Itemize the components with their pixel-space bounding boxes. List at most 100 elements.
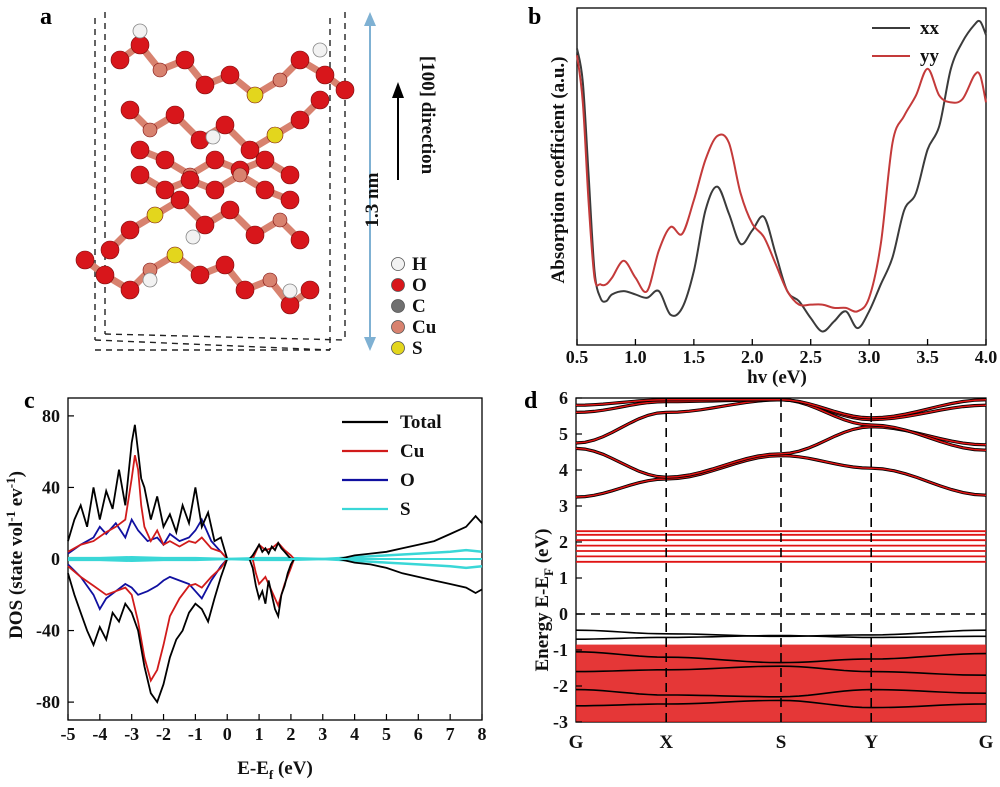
atom — [266, 126, 284, 144]
x-tick-label: 6 — [414, 724, 423, 744]
y-axis-label: DOS (state vol-1 ev-1) — [3, 471, 27, 639]
atom — [166, 246, 184, 264]
legend-label-cu: Cu — [412, 317, 437, 338]
atom — [205, 180, 225, 200]
x-axis-label: hv (eV) — [747, 367, 807, 388]
y-tick-label: -1 — [553, 640, 568, 660]
kpoint-label-g: G — [979, 732, 994, 753]
x-tick-label: 4.0 — [975, 347, 998, 367]
atom — [280, 190, 300, 210]
y-tick-label: 4 — [559, 460, 568, 480]
atom-h — [132, 23, 148, 39]
y-tick-label: 1 — [559, 568, 568, 588]
x-axis-label: E-Ef (eV) — [237, 758, 313, 782]
atom — [170, 190, 190, 210]
x-tick-label: 2.0 — [741, 347, 764, 367]
panel-d-bands: d 6 5 4 3 2 1 0 -1 -2 -3 G X S Y G Energy E-EF (eV) — [500, 388, 1000, 782]
atom — [255, 150, 275, 170]
legend-atom-cu — [391, 320, 405, 334]
atom — [100, 240, 120, 260]
legend-label-cu: Cu — [400, 441, 425, 462]
y-tick-label: -40 — [36, 621, 60, 641]
atom — [110, 50, 130, 70]
legend-atom-c — [391, 299, 405, 313]
x-tick-label: -4 — [92, 724, 107, 744]
atom — [315, 65, 335, 85]
x-tick-label: 3.5 — [916, 347, 939, 367]
atom — [335, 80, 355, 100]
kpoint-label-s: S — [776, 732, 787, 753]
molecule-chain-bottom — [75, 165, 320, 315]
atom — [195, 75, 215, 95]
molecule-chain-top — [110, 23, 355, 185]
atom-h — [185, 229, 201, 245]
legend-label-c: C — [412, 296, 426, 317]
atom-h — [142, 272, 158, 288]
x-tick-label: 3.0 — [858, 347, 881, 367]
series-o_down — [67, 558, 482, 612]
y-axis-label: Energy E-EF (eV) — [532, 528, 556, 671]
atom — [180, 170, 200, 190]
series-xx — [576, 19, 987, 333]
atom — [290, 110, 310, 130]
absorption-chart: b 0.5 1.0 1.5 2.0 2.5 3.0 3.5 4.0 xx yy hv (eV) A… — [528, 4, 998, 388]
x-tick-label: 2.5 — [799, 347, 822, 367]
x-tick-label: 1.5 — [683, 347, 706, 367]
y-tick-label: 2 — [559, 532, 568, 552]
x-tick-label: -3 — [124, 724, 139, 744]
x-tick-label: 0 — [223, 724, 232, 744]
atom — [165, 105, 185, 125]
y-tick-label: 0 — [51, 549, 60, 569]
atom — [272, 72, 288, 88]
panel-c-dos: c -5 -4 -3 -2 -1 0 1 2 3 4 5 6 7 8 80 40 0 -40 -80 Total Cu O… — [0, 388, 500, 782]
valence-band — [576, 634, 986, 640]
atom — [75, 250, 95, 270]
x-tick-label: -1 — [188, 724, 203, 744]
series-s_down — [68, 557, 483, 570]
conduction-band-red — [575, 454, 987, 498]
x-tick-label: 1 — [255, 724, 264, 744]
x-axis-subscript: f — [269, 767, 274, 782]
atom — [220, 200, 240, 220]
x-tick-label: 8 — [478, 724, 487, 744]
plot-frame — [576, 7, 987, 346]
atom — [220, 65, 240, 85]
y-tick-label: 6 — [559, 390, 568, 408]
x-tick-label: 4 — [350, 724, 359, 744]
x-tick-label: -2 — [156, 724, 171, 744]
atom — [120, 280, 140, 300]
x-tick-label: 5 — [382, 724, 391, 744]
atom — [290, 50, 310, 70]
length-arrow — [364, 12, 376, 351]
x-tick-label: -5 — [61, 724, 76, 744]
atom — [232, 167, 248, 183]
kpoint-label-x: X — [659, 732, 673, 753]
atom — [120, 220, 140, 240]
atom — [280, 165, 300, 185]
conduction-band-black — [575, 398, 987, 452]
atom — [290, 230, 310, 250]
panel-label-b: b — [528, 4, 541, 30]
atom — [215, 255, 235, 275]
y-tick-label: 40 — [42, 477, 60, 497]
kpoint-label-y: Y — [864, 732, 878, 753]
x-tick-label: 0.5 — [566, 347, 589, 367]
atom — [310, 90, 330, 110]
legend-atom-o — [391, 278, 405, 292]
atom — [280, 295, 300, 315]
legend-label-xx: xx — [920, 18, 940, 39]
kpoint-label-g: G — [569, 732, 584, 753]
atom-h — [205, 129, 221, 145]
panel-label-d: d — [524, 390, 538, 414]
dos-chart: c -5 -4 -3 -2 -1 0 1 2 3 4 5 6 7 8 80 40 0 -40 -80 Total Cu O… — [3, 388, 487, 782]
atom — [240, 140, 260, 160]
length-label: 1.3 nm — [362, 172, 383, 227]
panel-a-structure: a 1.3 nm [100] direction H O C Cu S — [0, 0, 470, 370]
panel-label-a: a — [40, 4, 52, 30]
y-tick-label: 0 — [559, 604, 568, 624]
atom — [155, 180, 175, 200]
y-tick-label: -80 — [36, 692, 60, 712]
atom-h — [282, 283, 298, 299]
legend-label-h: H — [412, 254, 427, 275]
